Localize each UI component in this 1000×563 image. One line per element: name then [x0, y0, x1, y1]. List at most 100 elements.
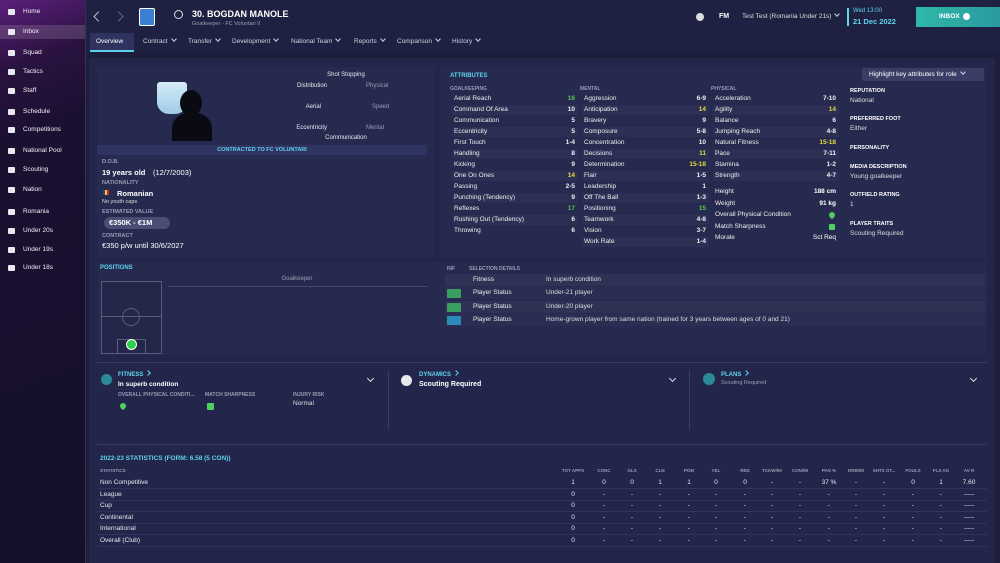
stats-column: TCKW/90 — [762, 468, 782, 473]
stats-cell: ----- — [963, 536, 975, 544]
physical-detail-name: Match Sharpness — [715, 222, 766, 230]
attribute-value: 8 — [571, 150, 575, 157]
dob-date: (12/7/2003) — [153, 168, 192, 177]
stats-cell: ----- — [963, 490, 975, 498]
attribute-value: 11 — [699, 150, 706, 157]
attribute-name: Off The Ball — [584, 194, 619, 201]
tab[interactable]: Overview — [96, 38, 124, 45]
selection-name: Player Status — [473, 302, 512, 310]
manager[interactable]: Test Test (Romania Under 21s) — [742, 13, 839, 21]
stats-cell: 1 — [658, 479, 662, 486]
positions-title: POSITIONS — [100, 265, 133, 271]
sidebar-item[interactable]: Staff — [23, 87, 37, 94]
panel — [97, 67, 435, 258]
sidebar-item[interactable]: Competitions — [23, 126, 61, 133]
contract-banner-text: CONTRACTED TO FC VOLUNTARI — [217, 147, 307, 153]
attribute-name: Command Of Area — [454, 106, 508, 113]
stats-cell: 0 — [714, 479, 718, 486]
attribute-group-heading: PHYSICAL — [711, 86, 737, 92]
stats-cell: - — [770, 502, 774, 509]
sidebar-icon — [8, 148, 15, 154]
attribute-name: Balance — [715, 117, 739, 124]
tab[interactable]: Contract — [143, 38, 176, 46]
sidebar-item[interactable]: Romania — [23, 208, 50, 215]
sidebar-item[interactable]: National Pool — [23, 147, 62, 154]
stats-column: FLS AG — [932, 468, 950, 473]
info-label: REPUTATION — [850, 88, 885, 94]
tab[interactable]: History — [452, 38, 480, 46]
brand: FM — [719, 13, 730, 20]
radar-label: Aerial — [305, 104, 321, 110]
sidebar-item[interactable]: Under 19s — [23, 246, 53, 253]
attribute-value: 1 — [702, 183, 706, 190]
selection-name: Player Status — [473, 289, 512, 297]
radar-label: Mental — [366, 125, 385, 131]
tab[interactable]: National Team — [291, 38, 340, 46]
attribute-value: 10 — [567, 106, 575, 113]
attribute-value: 3-7 — [696, 227, 706, 234]
attribute-name: Natural Fitness — [715, 139, 759, 146]
fitness-title[interactable]: FITNESS — [118, 372, 150, 379]
tab[interactable]: Reports — [354, 38, 385, 46]
attribute-name: Concentration — [584, 139, 625, 146]
stats-cell: - — [939, 536, 943, 544]
stats-column: PAS % — [821, 468, 837, 473]
info-value: National — [850, 97, 874, 104]
player-name: 30. BOGDAN MANOLE — [192, 9, 289, 19]
stats-cell: - — [630, 502, 634, 509]
stats-cell: - — [687, 490, 691, 498]
physical-detail-value: 188 cm — [813, 188, 836, 195]
attribute-value: 10 — [698, 139, 706, 146]
stats-cell: - — [770, 525, 774, 532]
attribute-value: 5-8 — [696, 128, 706, 135]
status-badge — [447, 315, 461, 325]
stats-cell: - — [939, 502, 943, 509]
inbox-label[interactable]: INBOX — [939, 13, 960, 20]
highlight-button-label[interactable]: Highlight key attributes for role — [869, 71, 965, 79]
inbox-button[interactable] — [916, 7, 1000, 27]
stats-cell: - — [882, 536, 886, 544]
stats-row-line — [97, 522, 987, 524]
stats-cell: - — [770, 513, 774, 521]
attribute-name: Anticipation — [584, 106, 618, 113]
stats-cell: - — [658, 490, 662, 498]
sidebar-item[interactable]: Tactics — [23, 68, 43, 75]
radar-label: Speed — [372, 104, 390, 110]
attribute-value: 7-11 — [823, 150, 836, 157]
sidebar-item[interactable]: Schedule — [23, 108, 51, 115]
attribute-value: 16 — [567, 95, 575, 102]
stats-cell: - — [743, 525, 747, 532]
tab[interactable]: Development — [232, 38, 278, 46]
attribute-value: 2-5 — [565, 183, 575, 190]
sidebar-item[interactable]: Nation — [23, 186, 42, 193]
stats-cell: 0 — [602, 479, 606, 486]
physical-detail-name: Weight — [715, 199, 736, 207]
stats-row-label: Non Competitive — [100, 479, 149, 486]
sidebar-item[interactable]: Under 20s — [23, 227, 53, 234]
sidebar-item[interactable]: Inbox — [23, 28, 39, 35]
tab[interactable]: Transfer — [188, 38, 220, 46]
tab[interactable]: Comparison — [397, 38, 440, 46]
sidebar-item[interactable]: Home — [23, 8, 41, 15]
search-icon[interactable] — [174, 10, 183, 19]
attribute-name: Stamina — [715, 161, 739, 168]
sidebar-item[interactable]: Under 18s — [23, 264, 53, 271]
stats-cell: - — [911, 536, 915, 544]
attribute-name: Punching (Tendency) — [454, 194, 516, 201]
sidebar-icon — [8, 228, 15, 234]
stats-cell: - — [770, 536, 774, 544]
plans-status: Scouting Required — [721, 380, 767, 386]
dynamics-title[interactable]: DYNAMICS — [419, 372, 458, 379]
stats-cell: 0 — [571, 513, 575, 521]
plans-title[interactable]: PLANS — [721, 372, 748, 379]
radar-label: Distribution — [296, 83, 327, 89]
value-label: ESTIMATED VALUE — [102, 209, 154, 215]
stats-row-line — [97, 499, 987, 501]
stats-column: SHTS OT... — [872, 468, 896, 473]
sidebar-item[interactable]: Scouting — [23, 166, 49, 173]
club-badge — [139, 8, 155, 26]
sidebar-item[interactable]: Squad — [23, 49, 42, 56]
stats-cell: - — [770, 490, 774, 498]
stats-cell: - — [743, 502, 747, 509]
status-badge — [447, 302, 461, 312]
